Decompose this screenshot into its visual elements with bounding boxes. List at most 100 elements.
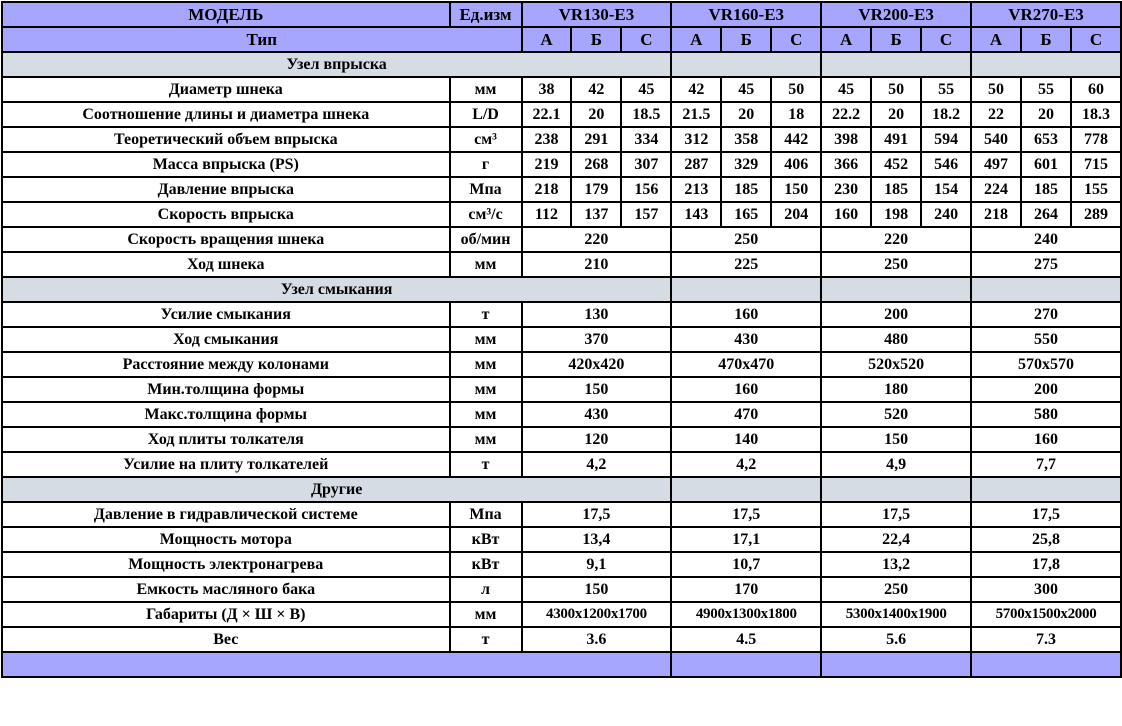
- param-value: 50: [970, 76, 1022, 103]
- table-row: Мощность электронагрева кВт 9,1 10,7 13,2 17,…: [1, 551, 1122, 578]
- unit-label: Ед.изм: [448, 1, 523, 28]
- type-cell: А: [670, 26, 723, 53]
- param-value: 5.6: [820, 626, 973, 653]
- param-value: 4,9: [820, 451, 973, 478]
- param-value: 250: [820, 576, 973, 603]
- param-value: 546: [920, 151, 973, 178]
- param-unit: Мпа: [448, 501, 523, 528]
- param-label: Усилие на плиту толкателей: [1, 451, 451, 478]
- section-blank-cell: [670, 276, 823, 303]
- section-blank-cell: [670, 51, 823, 78]
- param-value: 715: [1069, 151, 1122, 178]
- table-row: Масса впрыска (PS) г 219 268 307 287 329 406 366…: [1, 151, 1122, 178]
- param-value: 594: [920, 126, 973, 153]
- param-value: 20: [870, 101, 923, 128]
- type-cell: Б: [870, 26, 923, 53]
- param-value: 225: [670, 251, 823, 278]
- param-label: Давление в гидравлической системе: [1, 501, 451, 528]
- param-value: 150: [770, 176, 823, 203]
- param-value: 218: [520, 176, 573, 203]
- param-value: 220: [820, 226, 973, 253]
- param-label: Ход шнека: [1, 251, 451, 278]
- footer-cell: [820, 651, 973, 678]
- section-header-row: Узел смыкания: [0, 276, 1122, 303]
- param-value: 204: [770, 201, 823, 228]
- param-value: 3.6: [520, 626, 673, 653]
- param-value: 18: [770, 101, 823, 128]
- section-blank-cell: [970, 51, 1122, 78]
- param-value: 334: [620, 126, 673, 153]
- param-value: 170: [670, 576, 823, 603]
- param-value: 406: [770, 151, 823, 178]
- param-value: 17,5: [820, 501, 973, 528]
- type-label: Тип: [1, 26, 523, 53]
- table-row: Теоретический объем впрыска см³ 238 291 334 3…: [1, 126, 1122, 153]
- type-cell: Б: [570, 26, 623, 53]
- section-title: Узел впрыска: [0, 51, 673, 78]
- param-value: 300: [970, 576, 1122, 603]
- param-unit: т: [448, 626, 523, 653]
- param-value: 150: [520, 576, 673, 603]
- footer-cell: [970, 651, 1122, 678]
- param-value: 50: [770, 76, 823, 103]
- param-value: 22: [970, 101, 1022, 128]
- param-value: 18.5: [620, 101, 673, 128]
- param-value: 520: [820, 401, 973, 428]
- param-value: 17,5: [970, 501, 1122, 528]
- table-row: Соотношение длины и диаметра шнека L/D 22.…: [1, 101, 1122, 128]
- section-title: Узел смыкания: [0, 276, 673, 303]
- param-value: 5300x1400x1900: [820, 601, 973, 628]
- param-unit: L/D: [448, 101, 523, 128]
- model-name: VR270-E3: [970, 1, 1122, 28]
- param-value: 200: [970, 376, 1122, 403]
- param-unit: Мпа: [448, 176, 523, 203]
- param-value: 358: [720, 126, 773, 153]
- param-label: Соотношение длины и диаметра шнека: [1, 101, 451, 128]
- param-unit: мм: [448, 601, 523, 628]
- model-label: МОДЕЛЬ: [1, 1, 451, 28]
- param-value: 45: [820, 76, 873, 103]
- param-value: 289: [1069, 201, 1122, 228]
- table-row: Диаметр шнека мм 38 42 45 42 45 50 45 50 55 50 55 60: [1, 76, 1122, 103]
- table-row: Скорость впрыска см³/с 112 137 157 143 165 204 1…: [1, 201, 1122, 228]
- param-value: 45: [720, 76, 773, 103]
- param-value: 480: [820, 326, 973, 353]
- param-value: 601: [1020, 151, 1072, 178]
- param-value: 329: [720, 151, 773, 178]
- param-unit: см³/с: [448, 201, 523, 228]
- table-row: Давление в гидравлической системе Мпа 17,5…: [1, 501, 1122, 528]
- param-label: Мощность мотора: [1, 526, 451, 553]
- section-blank-cell: [820, 476, 973, 503]
- param-value: 42: [570, 76, 623, 103]
- table-row: Расстояние между колонами мм 420x420 470x47…: [1, 351, 1122, 378]
- param-value: 50: [870, 76, 923, 103]
- section-header-row: Узел впрыска: [0, 51, 1122, 78]
- type-cell: А: [820, 26, 873, 53]
- param-value: 21.5: [670, 101, 723, 128]
- param-value: 140: [670, 426, 823, 453]
- param-value: 270: [970, 301, 1122, 328]
- param-value: 4.5: [670, 626, 823, 653]
- param-value: 18.3: [1069, 101, 1122, 128]
- param-label: Расстояние между колонами: [1, 351, 451, 378]
- param-value: 275: [970, 251, 1122, 278]
- param-value: 13,4: [520, 526, 673, 553]
- param-value: 42: [670, 76, 723, 103]
- param-value: 370: [520, 326, 673, 353]
- param-value: 5700x1500x2000: [970, 601, 1122, 628]
- table-row: Ход плиты толкателя мм 120 140 150 160: [1, 426, 1122, 453]
- param-value: 470: [670, 401, 823, 428]
- param-label: Диаметр шнека: [1, 76, 451, 103]
- table-row: Мин.толщина формы мм 150 160 180 200: [1, 376, 1122, 403]
- type-cell: С: [920, 26, 973, 53]
- param-value: 9,1: [520, 551, 673, 578]
- param-value: 580: [970, 401, 1122, 428]
- param-value: 420x420: [520, 351, 673, 378]
- table-row: Скорость вращения шнека об/мин 220 250 220 24…: [1, 226, 1122, 253]
- param-value: 540: [970, 126, 1022, 153]
- param-unit: мм: [448, 326, 523, 353]
- param-unit: об/мин: [448, 226, 523, 253]
- section-blank-cell: [820, 276, 973, 303]
- table-row: Мощность мотора кВт 13,4 17,1 22,4 25,8: [1, 526, 1122, 553]
